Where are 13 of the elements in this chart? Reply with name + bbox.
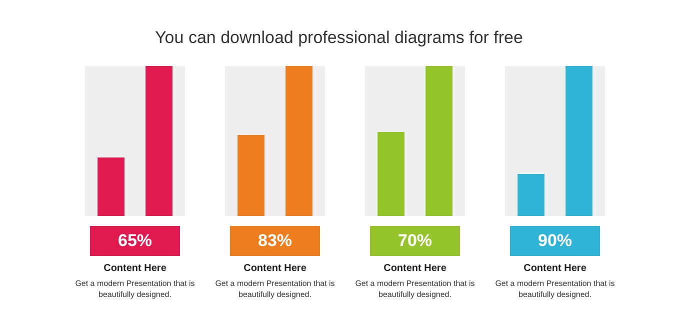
text: 90% — [510, 226, 600, 256]
text: 65% — [90, 226, 180, 256]
text: Content Here — [102, 263, 168, 274]
text: Get a modern Presentation that is beautifully designed. — [215, 278, 335, 300]
text: Get a modern Presentation that is beautifully designed. — [355, 278, 475, 300]
text: You can download professional diagrams for free — [154, 28, 524, 48]
text: Content Here — [242, 263, 308, 274]
text: 83% — [230, 226, 320, 256]
text: Content Here — [382, 263, 448, 274]
text: Get a modern Presentation that is beautifully designed. — [75, 278, 195, 300]
text: Content Here — [522, 263, 588, 274]
text: 70% — [370, 226, 460, 256]
text: Get a modern Presentation that is beautifully designed. — [495, 278, 615, 300]
